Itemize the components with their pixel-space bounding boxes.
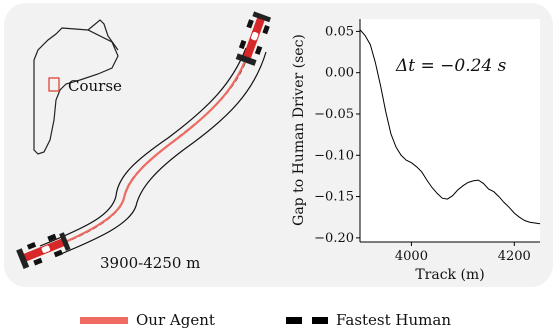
legend-agent-swatch xyxy=(80,316,128,324)
x-tick-label: 4000 xyxy=(395,249,428,264)
legend-human-label: Fastest Human xyxy=(336,311,451,329)
x-axis-label: Track (m) xyxy=(415,267,484,283)
y-tick-label: 0.05 xyxy=(325,24,354,39)
legend-human-swatch xyxy=(286,316,302,324)
track-boundary-inner xyxy=(55,51,267,257)
gap-line xyxy=(359,29,541,225)
legend-agent: Our Agent xyxy=(80,310,215,330)
y-tick-label: −0.05 xyxy=(314,107,354,122)
y-tick-label: 0.00 xyxy=(325,66,354,81)
y-axis-label: Gap to Human Driver (sec) xyxy=(291,34,307,226)
legend-human-swatch xyxy=(312,316,328,324)
course-label: Course xyxy=(68,77,122,95)
legend-agent-label: Our Agent xyxy=(136,311,215,329)
race-car-icon xyxy=(235,11,272,66)
course-segment-marker xyxy=(48,77,60,92)
course-outline-inner xyxy=(87,19,119,51)
x-tick-label: 4200 xyxy=(498,249,531,264)
course-outline xyxy=(33,27,119,155)
agent-racing-line xyxy=(45,39,254,252)
plot-area xyxy=(360,19,540,242)
race-car-icon xyxy=(16,232,71,270)
y-tick-label: −0.15 xyxy=(314,190,354,205)
track-boundary-outer xyxy=(39,47,247,247)
segment-label: 3900-4250 m xyxy=(100,254,200,272)
legend-human: Fastest Human xyxy=(286,310,451,330)
delta-t-annotation: Δt = −0.24 s xyxy=(395,56,507,76)
y-tick-label: −0.10 xyxy=(314,148,354,163)
y-tick-label: −0.20 xyxy=(314,231,354,246)
chart-layer: 0.05 0.00 −0.05 −0.10 −0.15 −0.20 4000 4200 xyxy=(314,19,540,264)
